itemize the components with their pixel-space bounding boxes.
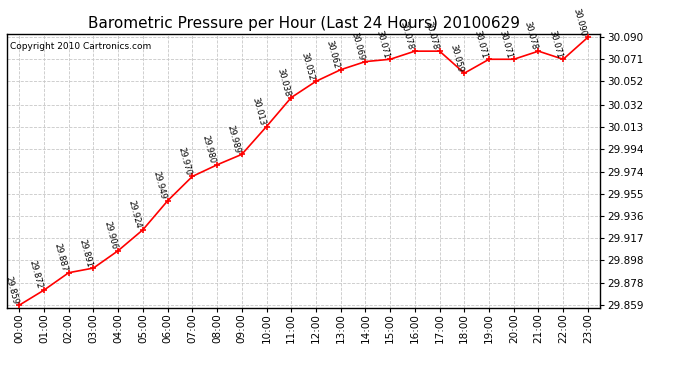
- Text: 29.891: 29.891: [77, 238, 93, 268]
- Text: 29.989: 29.989: [226, 124, 241, 154]
- Text: 30.062: 30.062: [324, 39, 341, 70]
- Title: Barometric Pressure per Hour (Last 24 Hours) 20100629: Barometric Pressure per Hour (Last 24 Ho…: [88, 16, 520, 31]
- Text: 29.906: 29.906: [102, 220, 118, 251]
- Text: 30.071: 30.071: [473, 29, 489, 59]
- Text: 30.013: 30.013: [250, 96, 266, 126]
- Text: 30.038: 30.038: [275, 67, 291, 98]
- Text: 29.887: 29.887: [52, 242, 69, 273]
- Text: 30.078: 30.078: [399, 21, 415, 51]
- Text: 30.078: 30.078: [522, 21, 538, 51]
- Text: 30.071: 30.071: [497, 29, 514, 59]
- Text: Copyright 2010 Cartronics.com: Copyright 2010 Cartronics.com: [10, 42, 151, 51]
- Text: 30.069: 30.069: [349, 31, 366, 62]
- Text: 29.872: 29.872: [28, 260, 44, 290]
- Text: 29.970: 29.970: [176, 146, 193, 176]
- Text: 29.980: 29.980: [201, 135, 217, 165]
- Text: 30.052: 30.052: [299, 51, 316, 81]
- Text: 29.859: 29.859: [3, 275, 19, 305]
- Text: 30.078: 30.078: [424, 21, 440, 51]
- Text: 30.059: 30.059: [448, 43, 464, 73]
- Text: 30.071: 30.071: [547, 29, 563, 59]
- Text: 30.071: 30.071: [374, 29, 390, 59]
- Text: 29.949: 29.949: [151, 171, 168, 201]
- Text: 29.924: 29.924: [127, 200, 143, 230]
- Text: 30.090: 30.090: [572, 7, 588, 37]
